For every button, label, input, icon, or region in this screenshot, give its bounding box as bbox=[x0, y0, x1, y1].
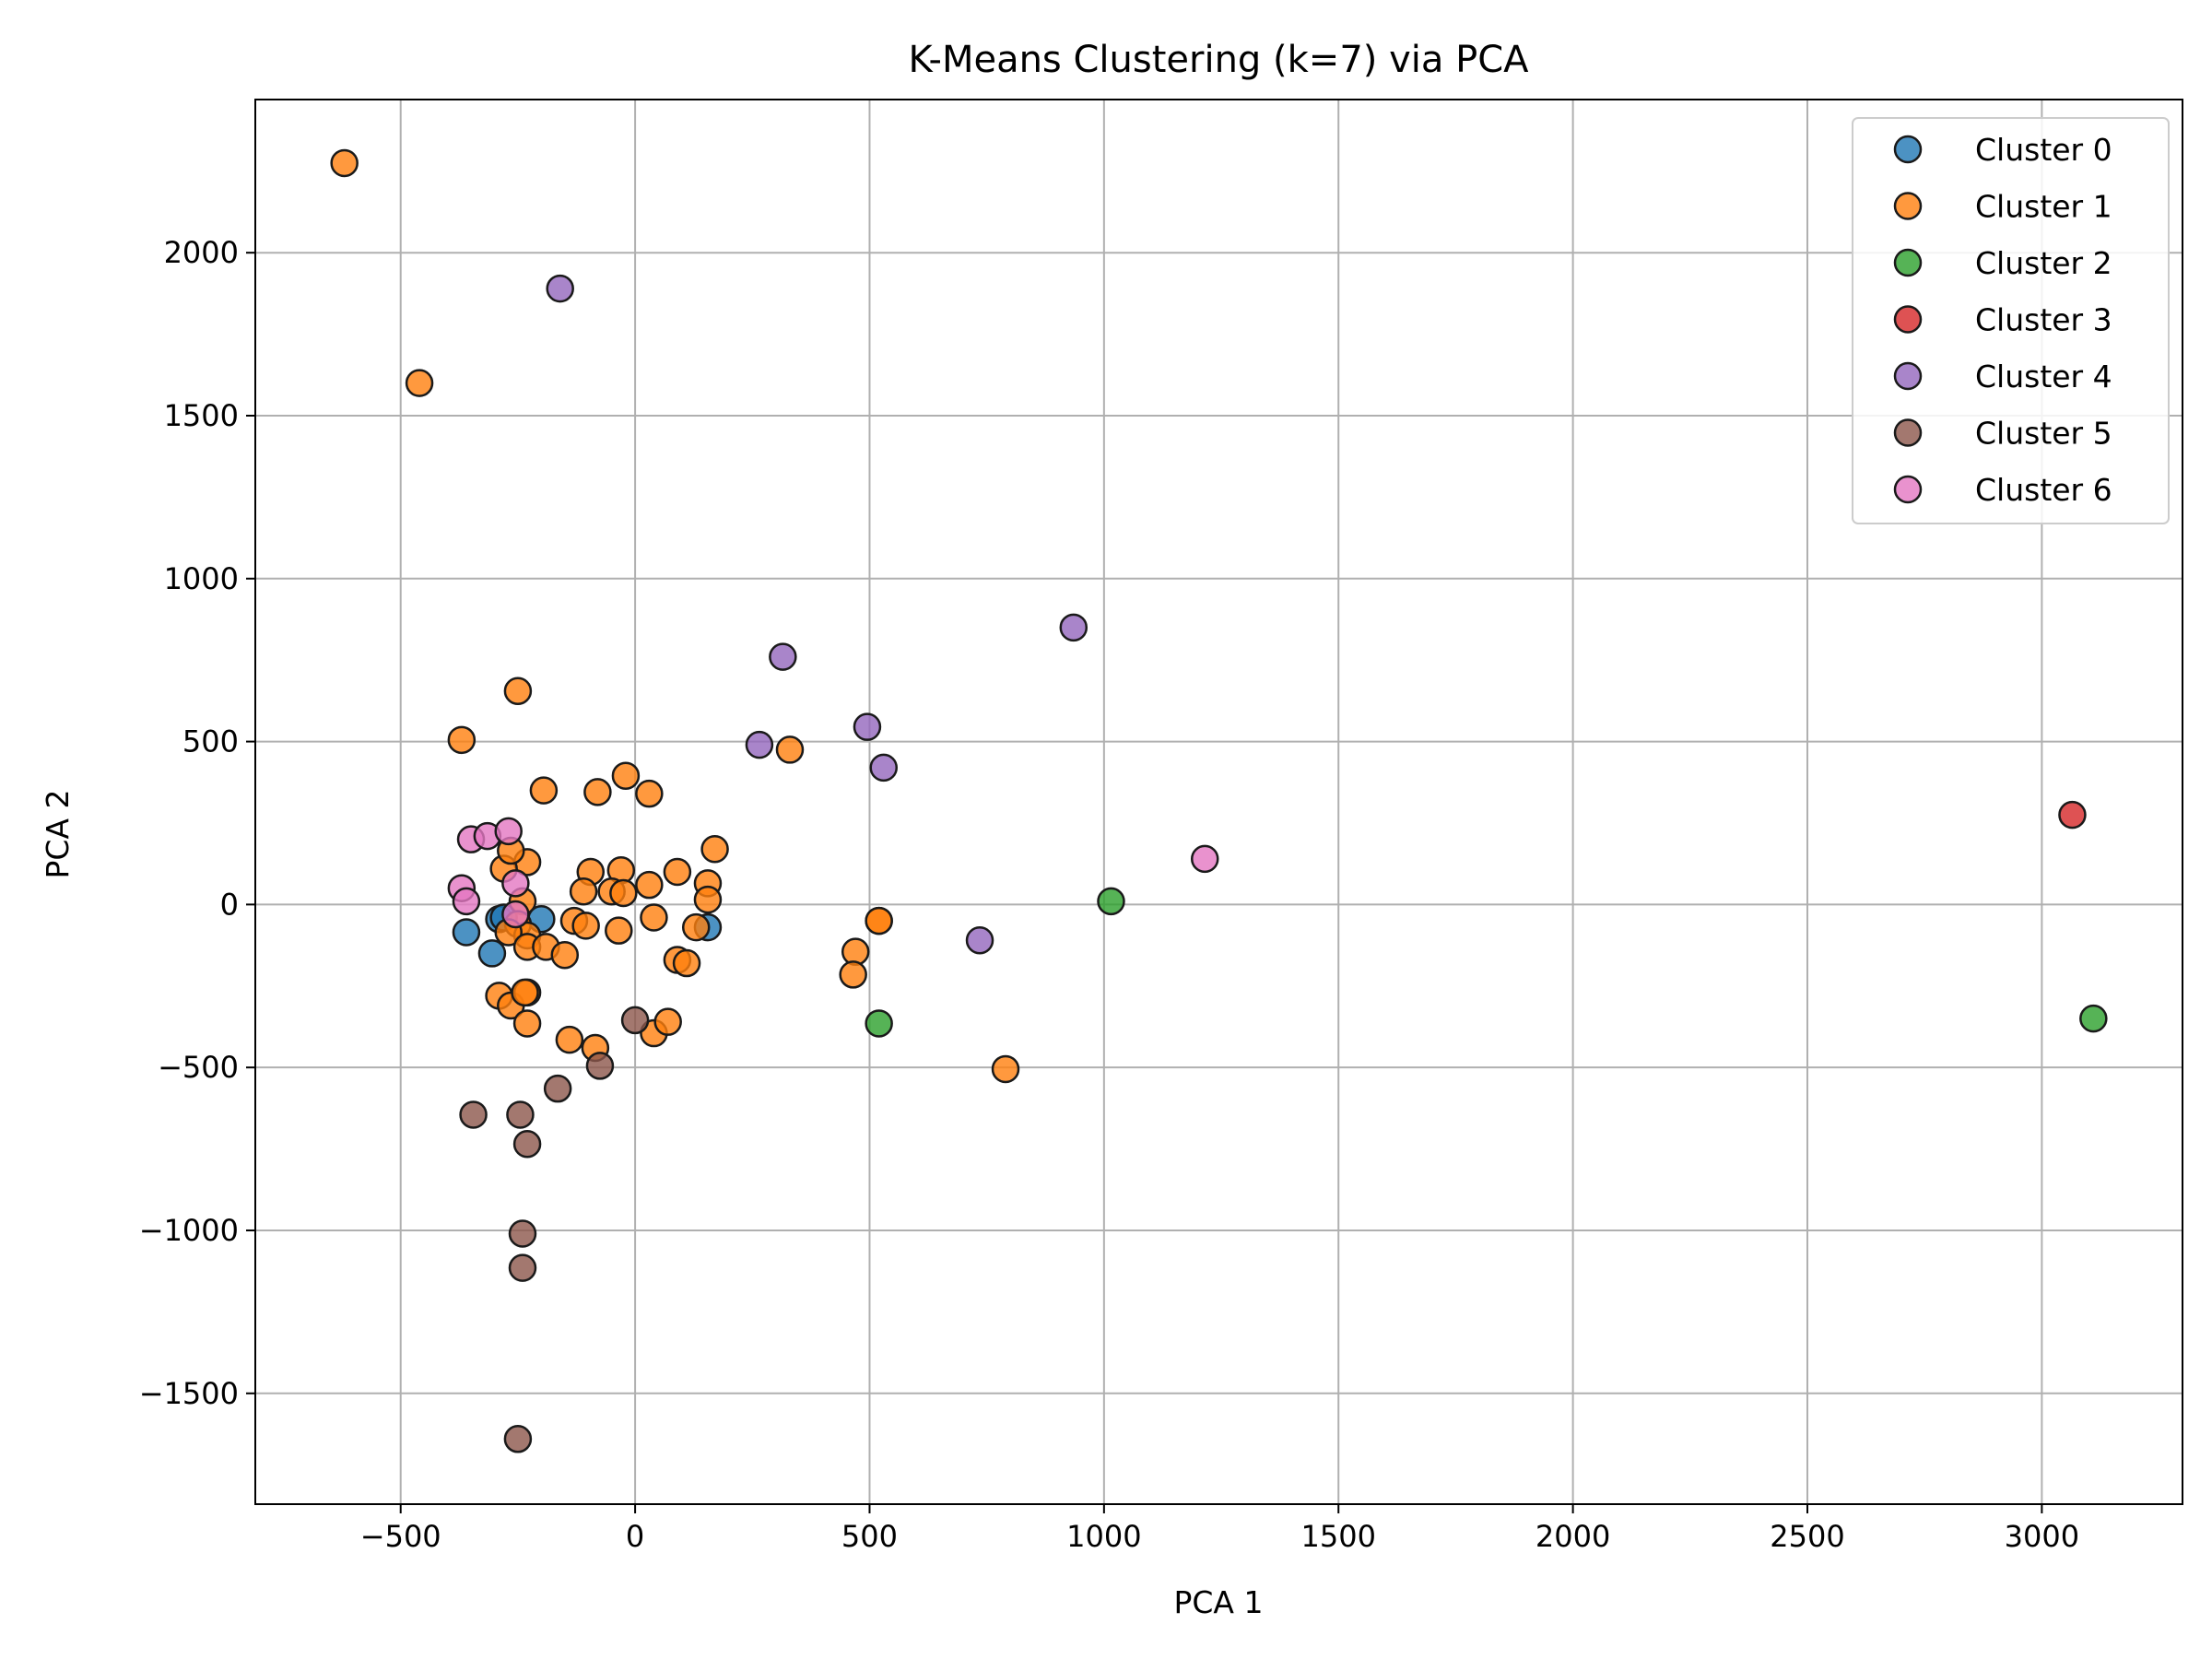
data-point-cluster-6 bbox=[452, 887, 481, 916]
data-point-cluster-5 bbox=[543, 1074, 572, 1103]
legend-marker-cluster-5 bbox=[1893, 418, 1923, 447]
data-point-cluster-4 bbox=[965, 926, 994, 955]
data-point-cluster-5 bbox=[512, 1130, 542, 1159]
data-point-cluster-1 bbox=[405, 369, 434, 397]
y-tick-label: 2000 bbox=[164, 235, 239, 270]
data-point-cluster-1 bbox=[663, 857, 692, 887]
data-point-cluster-0 bbox=[477, 939, 507, 968]
legend-marker-cluster-2 bbox=[1893, 248, 1923, 277]
data-point-cluster-4 bbox=[769, 642, 797, 671]
data-point-cluster-2 bbox=[1097, 887, 1125, 916]
y-axis-title: PCA 2 bbox=[40, 789, 76, 878]
x-tick-label: 500 bbox=[841, 1519, 898, 1554]
legend-marker-cluster-1 bbox=[1893, 192, 1923, 220]
data-point-cluster-6 bbox=[1190, 844, 1219, 874]
data-point-cluster-1 bbox=[571, 912, 600, 940]
data-point-cluster-1 bbox=[681, 912, 711, 942]
plot-area-frame bbox=[254, 99, 2183, 1505]
legend-label-cluster-1: Cluster 1 bbox=[1975, 189, 2112, 225]
data-point-cluster-2 bbox=[865, 1009, 893, 1038]
data-point-cluster-1 bbox=[550, 940, 580, 970]
legend-label-cluster-3: Cluster 3 bbox=[1975, 302, 2112, 338]
y-tick-label: −1000 bbox=[139, 1213, 239, 1248]
x-tick-label: 2500 bbox=[1770, 1519, 1844, 1554]
data-point-cluster-5 bbox=[508, 1253, 537, 1282]
data-point-cluster-4 bbox=[869, 753, 898, 782]
y-tick-label: 500 bbox=[182, 724, 239, 759]
data-point-cluster-1 bbox=[529, 776, 559, 805]
data-point-cluster-1 bbox=[653, 1007, 682, 1036]
data-point-cluster-5 bbox=[508, 1219, 537, 1248]
legend-label-cluster-5: Cluster 5 bbox=[1975, 416, 2112, 452]
data-point-cluster-5 bbox=[620, 1006, 650, 1035]
legend-label-cluster-4: Cluster 4 bbox=[1975, 359, 2112, 394]
legend: Cluster 0 Cluster 1 Cluster 2 Cluster 3 Clus… bbox=[1852, 117, 2170, 524]
x-tick-label: 1500 bbox=[1301, 1519, 1376, 1554]
data-point-cluster-0 bbox=[452, 918, 481, 947]
data-point-cluster-4 bbox=[853, 712, 882, 741]
x-tick-label: 2000 bbox=[1535, 1519, 1610, 1554]
legend-marker-cluster-6 bbox=[1893, 475, 1923, 504]
data-point-cluster-2 bbox=[2079, 1004, 2108, 1033]
x-tick-label: 3000 bbox=[2005, 1519, 2079, 1554]
data-point-cluster-1 bbox=[839, 960, 867, 989]
legend-label-cluster-0: Cluster 0 bbox=[1975, 132, 2112, 168]
y-tick-label: −1500 bbox=[139, 1376, 239, 1411]
data-point-cluster-6 bbox=[494, 817, 523, 846]
data-point-cluster-4 bbox=[546, 274, 574, 303]
data-point-cluster-1 bbox=[605, 916, 633, 945]
data-point-cluster-1 bbox=[512, 1009, 542, 1038]
data-points bbox=[330, 148, 2108, 1453]
x-axis-title: PCA 1 bbox=[1173, 1584, 1263, 1620]
y-tick-label: −500 bbox=[158, 1050, 239, 1085]
data-point-cluster-5 bbox=[506, 1100, 535, 1129]
data-point-cluster-5 bbox=[503, 1425, 533, 1453]
data-point-cluster-1 bbox=[503, 677, 533, 706]
data-point-cluster-1 bbox=[640, 903, 668, 932]
y-tick-label: 1000 bbox=[164, 561, 239, 596]
data-point-cluster-1 bbox=[609, 878, 638, 908]
data-point-cluster-1 bbox=[583, 778, 612, 806]
data-point-cluster-1 bbox=[693, 885, 723, 914]
x-tick-label: −500 bbox=[360, 1519, 441, 1554]
x-tick-label: 1000 bbox=[1066, 1519, 1141, 1554]
axis-ticks: −500 0 500 1000 1500 2000 2500 3000 −1500 −1000 −5… bbox=[139, 235, 2079, 1554]
legend-marker-cluster-3 bbox=[1893, 305, 1923, 334]
legend-label-cluster-2: Cluster 2 bbox=[1975, 245, 2112, 281]
data-point-cluster-1 bbox=[775, 735, 805, 764]
data-point-cluster-1 bbox=[865, 906, 893, 935]
data-point-cluster-1 bbox=[611, 761, 641, 790]
data-point-cluster-1 bbox=[635, 779, 664, 808]
data-point-cluster-3 bbox=[2058, 800, 2087, 830]
x-tick-label: 0 bbox=[626, 1519, 644, 1554]
data-point-cluster-6 bbox=[501, 869, 530, 898]
chart-title: K-Means Clustering (k=7) via PCA bbox=[908, 39, 1529, 81]
legend-label-cluster-6: Cluster 6 bbox=[1975, 472, 2112, 508]
data-point-cluster-1 bbox=[555, 1025, 584, 1054]
data-point-cluster-4 bbox=[1059, 613, 1088, 642]
y-tick-label: 1500 bbox=[164, 398, 239, 433]
data-point-cluster-1 bbox=[511, 978, 539, 1007]
data-point-cluster-1 bbox=[672, 948, 701, 978]
data-point-cluster-1 bbox=[700, 835, 729, 864]
legend-marker-cluster-4 bbox=[1893, 361, 1923, 391]
data-point-cluster-4 bbox=[745, 730, 774, 759]
data-point-cluster-1 bbox=[569, 877, 598, 906]
data-point-cluster-6 bbox=[501, 900, 530, 929]
data-point-cluster-5 bbox=[459, 1100, 488, 1129]
legend-box bbox=[1852, 117, 2170, 524]
data-point-cluster-1 bbox=[991, 1054, 1020, 1084]
y-tick-label: 0 bbox=[220, 887, 239, 922]
legend-marker-cluster-0 bbox=[1893, 135, 1923, 164]
data-point-cluster-5 bbox=[585, 1052, 615, 1080]
data-point-cluster-1 bbox=[447, 725, 477, 755]
data-point-cluster-1 bbox=[330, 148, 359, 178]
data-point-cluster-1 bbox=[635, 870, 664, 900]
